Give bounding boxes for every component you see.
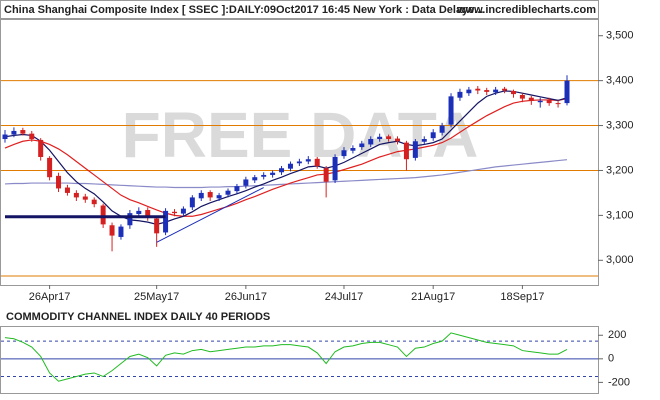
candle-body xyxy=(109,225,115,236)
candle-body xyxy=(207,192,213,198)
candle-body xyxy=(493,89,499,93)
candle-body xyxy=(421,139,427,142)
y-tick-label: 3,400 xyxy=(606,75,634,87)
candle-body xyxy=(466,89,472,94)
candle-body xyxy=(475,88,481,91)
candle-body xyxy=(528,97,534,101)
trend-line xyxy=(156,187,264,243)
cci-title: COMMODITY CHANNEL INDEX DAILY 40 PERIODS xyxy=(6,311,270,323)
website: www.incrediblecharts.com xyxy=(456,4,596,16)
candle-body xyxy=(234,186,240,192)
candle-body xyxy=(359,143,365,148)
candle-body xyxy=(537,100,543,103)
y-tick-label: 3,000 xyxy=(606,254,634,266)
y-tick-label: 3,100 xyxy=(606,209,634,221)
candle-body xyxy=(154,218,160,234)
candle-body xyxy=(2,134,8,140)
candle-body xyxy=(56,175,62,189)
watermark: FREE DATA xyxy=(122,99,479,171)
candle-body xyxy=(386,136,392,140)
candle-body xyxy=(127,213,133,226)
candle-body xyxy=(314,158,320,166)
candle-body xyxy=(430,132,436,139)
candle-body xyxy=(564,80,570,104)
x-tick-label: 21Aug17 xyxy=(411,291,455,303)
candle-body xyxy=(484,90,490,92)
candle-body xyxy=(136,210,142,215)
candle-body xyxy=(305,159,311,162)
candle-body xyxy=(145,209,151,218)
cci-panel xyxy=(0,326,599,394)
moving-average xyxy=(4,98,568,217)
candle-body xyxy=(350,148,356,151)
candle-body xyxy=(368,139,374,145)
candle-body xyxy=(64,187,70,193)
moving-average xyxy=(4,90,568,225)
candle-body xyxy=(216,195,222,199)
y-tick-label: 3,200 xyxy=(606,164,634,176)
candle-body xyxy=(29,133,35,140)
x-tick-label: 18Sep17 xyxy=(500,291,544,303)
candle-body xyxy=(296,161,302,164)
candle-body xyxy=(448,96,454,125)
candle-body xyxy=(73,192,79,198)
candle-body xyxy=(546,99,552,104)
candle-body xyxy=(261,174,267,177)
candle-body xyxy=(47,157,53,178)
title-bar xyxy=(0,0,599,19)
candle-body xyxy=(395,138,401,142)
candle-body xyxy=(279,168,285,173)
candle-body xyxy=(510,90,516,95)
candle-body xyxy=(163,210,169,233)
candle-body xyxy=(180,208,186,214)
candle-body xyxy=(189,197,195,208)
candle-body xyxy=(38,139,44,157)
candle-body xyxy=(91,199,97,205)
candle-body xyxy=(287,163,293,169)
candle-body xyxy=(243,179,249,186)
candle-body xyxy=(457,91,463,98)
candle-body xyxy=(403,142,409,160)
candle-body xyxy=(341,150,347,157)
candle-body xyxy=(82,196,88,200)
candle-body xyxy=(100,205,106,225)
candle-body xyxy=(270,172,276,175)
x-tick-label: 26Apr17 xyxy=(29,291,71,303)
y-tick-label: 0 xyxy=(608,353,614,365)
candle-body xyxy=(225,190,231,195)
candle-body xyxy=(439,125,445,133)
candle-body xyxy=(555,103,561,105)
y-tick-label: 3,500 xyxy=(606,30,634,42)
candle-body xyxy=(502,88,508,91)
y-tick-label: 200 xyxy=(608,329,626,341)
candle-body xyxy=(20,130,26,134)
candle-body xyxy=(198,192,204,199)
cci-line xyxy=(4,332,568,382)
candle-body xyxy=(323,168,329,182)
x-tick-label: 25May17 xyxy=(134,291,179,303)
x-tick-label: 26Jun17 xyxy=(225,291,267,303)
candle-body xyxy=(252,177,258,181)
y-tick-label: 3,300 xyxy=(606,119,634,131)
candle-body xyxy=(171,211,177,214)
candle-body xyxy=(377,136,383,140)
candle-body xyxy=(412,141,418,158)
candle-body xyxy=(11,130,17,135)
price-panel xyxy=(0,19,599,286)
chart-title: China Shanghai Composite Index [ SSEC ]:… xyxy=(4,4,483,16)
candle-body xyxy=(118,226,124,237)
candle-body xyxy=(519,95,525,99)
candle-body xyxy=(332,156,338,181)
x-tick-label: 24Jul17 xyxy=(325,291,364,303)
y-tick-label: -200 xyxy=(608,376,630,388)
